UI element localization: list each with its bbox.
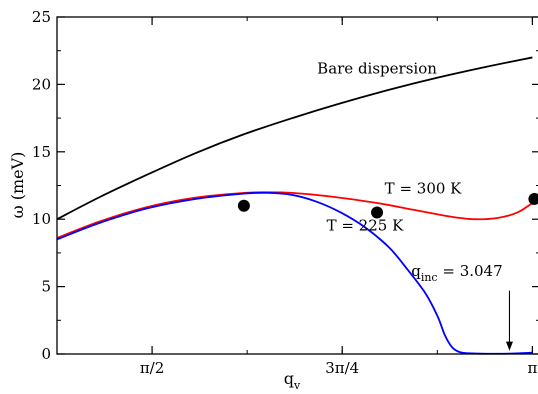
annotations-layer: Bare dispersion T = 300 K T = 225 K qinc = … [317,60,513,351]
series-line-2 [56,191,533,355]
y-tick-label: 5 [41,278,51,296]
x-tick-label: 3π/4 [325,359,359,377]
y-tick-label: 0 [41,345,51,363]
plot-frame [56,16,538,355]
y-axis-label: ω (meV) [8,152,27,219]
y-tick-label: 15 [32,143,51,161]
x-axis-label-main: q [284,369,294,388]
arrow-head [505,341,513,351]
annotation-label: T = 300 K [385,180,463,198]
y-tick-label: 20 [32,75,51,93]
data-point [528,192,538,205]
series-layer [56,56,533,355]
points-layer [237,192,538,219]
annotation-label: T = 225 K [327,217,405,235]
data-point [237,199,250,212]
annotation-label: Bare dispersion [317,60,437,78]
x-axis-label: qv [284,369,301,392]
annotation-label: qinc = 3.047 [411,262,502,284]
series-line-1 [56,191,533,239]
data-point [371,206,384,219]
y-tick-label: 10 [32,210,51,228]
ticks-layer: π/2 3π/4 π 0 5 10 15 20 25 [32,8,538,377]
x-tick-label: π [527,359,537,377]
x-tick-label: π/2 [140,359,164,377]
series-line-0 [56,56,533,220]
y-tick-label: 25 [32,8,51,26]
x-axis-label-sub: v [293,379,301,392]
